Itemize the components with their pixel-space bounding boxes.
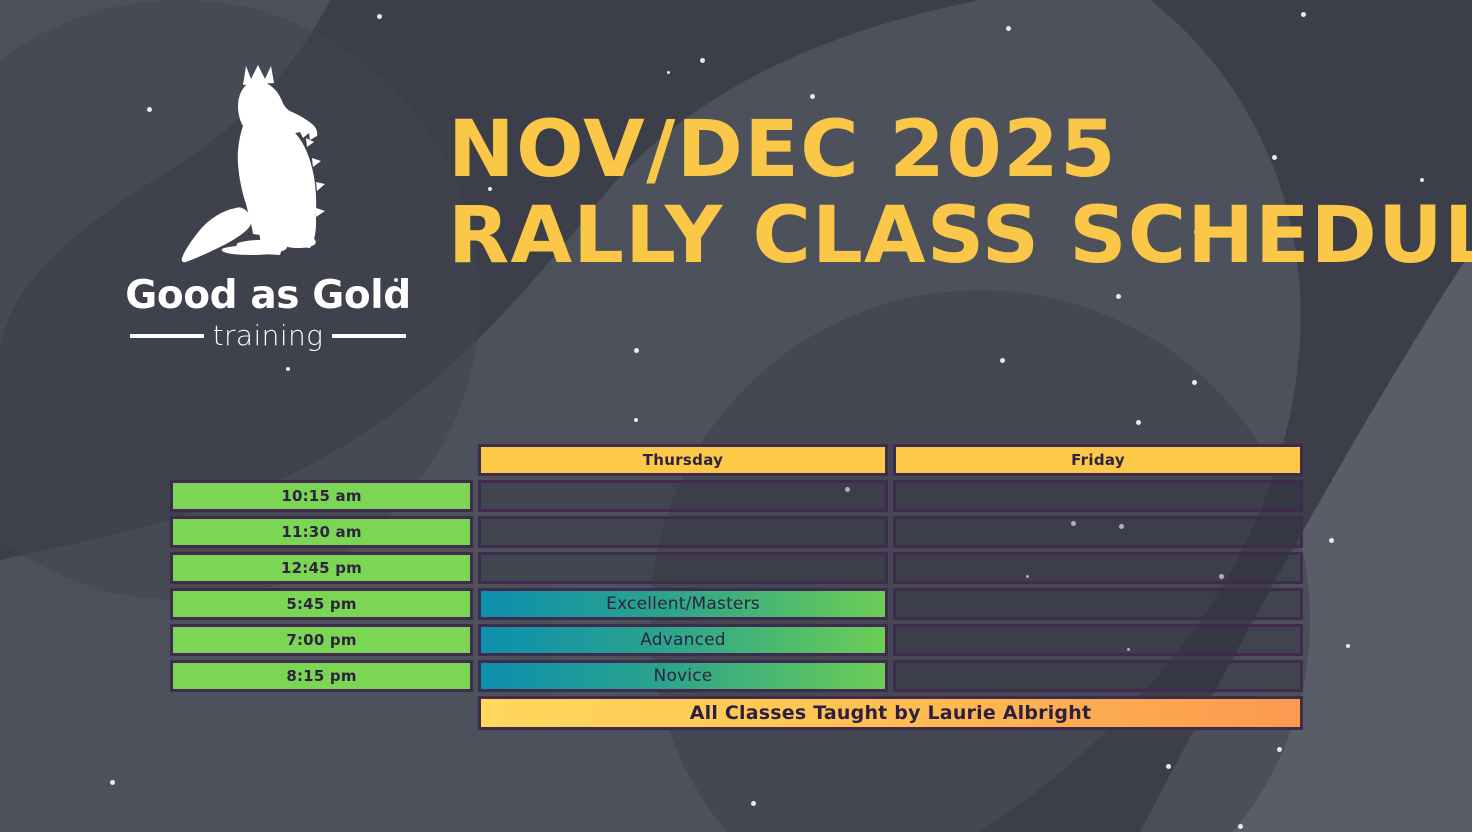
star-dot [1192, 380, 1197, 385]
star-dot [1000, 358, 1005, 363]
star-dot [751, 801, 756, 806]
brand-tagline-row: training [118, 322, 418, 350]
star-dot [1071, 521, 1076, 526]
class-cell-thursday[interactable]: Excellent/Masters [478, 588, 888, 620]
star-dot [1329, 538, 1334, 543]
day-header-thursday: Thursday [478, 444, 888, 476]
dog-icon-svg [181, 65, 325, 263]
star-dot [1420, 178, 1424, 182]
class-cell-friday[interactable] [893, 552, 1303, 584]
star-dot [1127, 648, 1130, 651]
star-dot [1119, 524, 1124, 529]
star-dot [1219, 574, 1224, 579]
star-dot [845, 487, 850, 492]
time-label: 7:00 pm [170, 624, 473, 656]
table-row: 11:30 am [170, 516, 1303, 548]
class-cell-friday[interactable] [893, 516, 1303, 548]
table-row: 5:45 pm Excellent/Masters [170, 588, 1303, 620]
class-cell-friday[interactable] [893, 480, 1303, 512]
time-label: 10:15 am [170, 480, 473, 512]
schedule-table: Thursday Friday 10:15 am 11:30 am 12:45 … [170, 444, 1303, 730]
star-dot [810, 94, 815, 99]
tagline-rule-left [129, 334, 204, 338]
star-dot [1136, 420, 1141, 425]
star-dot [1277, 747, 1282, 752]
brand-logo: Good as Gold training [118, 48, 418, 350]
table-row: 8:15 pm Novice [170, 660, 1303, 692]
star-dot [1272, 155, 1277, 160]
table-row: 7:00 pm Advanced [170, 624, 1303, 656]
star-dot [286, 367, 290, 371]
star-dot [110, 780, 115, 785]
class-cell-thursday[interactable] [478, 552, 888, 584]
star-dot [1006, 26, 1011, 31]
star-dot [1301, 12, 1306, 17]
star-dot [700, 58, 705, 63]
time-label: 5:45 pm [170, 588, 473, 620]
star-dot [1166, 764, 1171, 769]
day-header-friday: Friday [893, 444, 1303, 476]
table-footer-row: All Classes Taught by Laurie Albright [170, 696, 1303, 730]
brand-name: Good as Gold [125, 273, 411, 318]
class-cell-thursday[interactable] [478, 480, 888, 512]
table-row: 12:45 pm [170, 552, 1303, 584]
star-dot [1194, 230, 1198, 234]
star-dot [634, 418, 638, 422]
instructor-note: All Classes Taught by Laurie Albright [478, 696, 1303, 730]
star-dot [1238, 824, 1243, 829]
brand-tagline: training [212, 319, 324, 352]
corner-cell [170, 444, 473, 476]
class-cell-friday[interactable] [893, 660, 1303, 692]
star-dot [667, 71, 670, 74]
table-row: 10:15 am [170, 480, 1303, 512]
title-line-2: RALLY CLASS SCHEDULE [448, 191, 1472, 282]
class-cell-thursday[interactable]: Advanced [478, 624, 888, 656]
time-label: 8:15 pm [170, 660, 473, 692]
star-dot [1026, 575, 1029, 578]
footer-spacer [170, 696, 473, 730]
star-dot [488, 187, 492, 191]
table-header-row: Thursday Friday [170, 444, 1303, 476]
star-dot [377, 14, 382, 19]
class-cell-friday[interactable] [893, 624, 1303, 656]
page-title: NOV/DEC 2025 RALLY CLASS SCHEDULE [448, 111, 1472, 276]
class-cell-friday[interactable] [893, 588, 1303, 620]
star-dot [634, 348, 639, 353]
title-line-1: NOV/DEC 2025 [448, 105, 1117, 195]
class-cell-thursday[interactable]: Novice [478, 660, 888, 692]
star-dot [147, 107, 152, 112]
star-dot [394, 278, 398, 282]
tagline-rule-right [332, 334, 407, 338]
time-label: 12:45 pm [170, 552, 473, 584]
star-dot [1346, 644, 1350, 648]
star-dot [1116, 294, 1121, 299]
star-dot [478, 143, 482, 147]
class-cell-thursday[interactable] [478, 516, 888, 548]
crowned-dog-silhouette-icon [118, 48, 418, 273]
time-label: 11:30 am [170, 516, 473, 548]
